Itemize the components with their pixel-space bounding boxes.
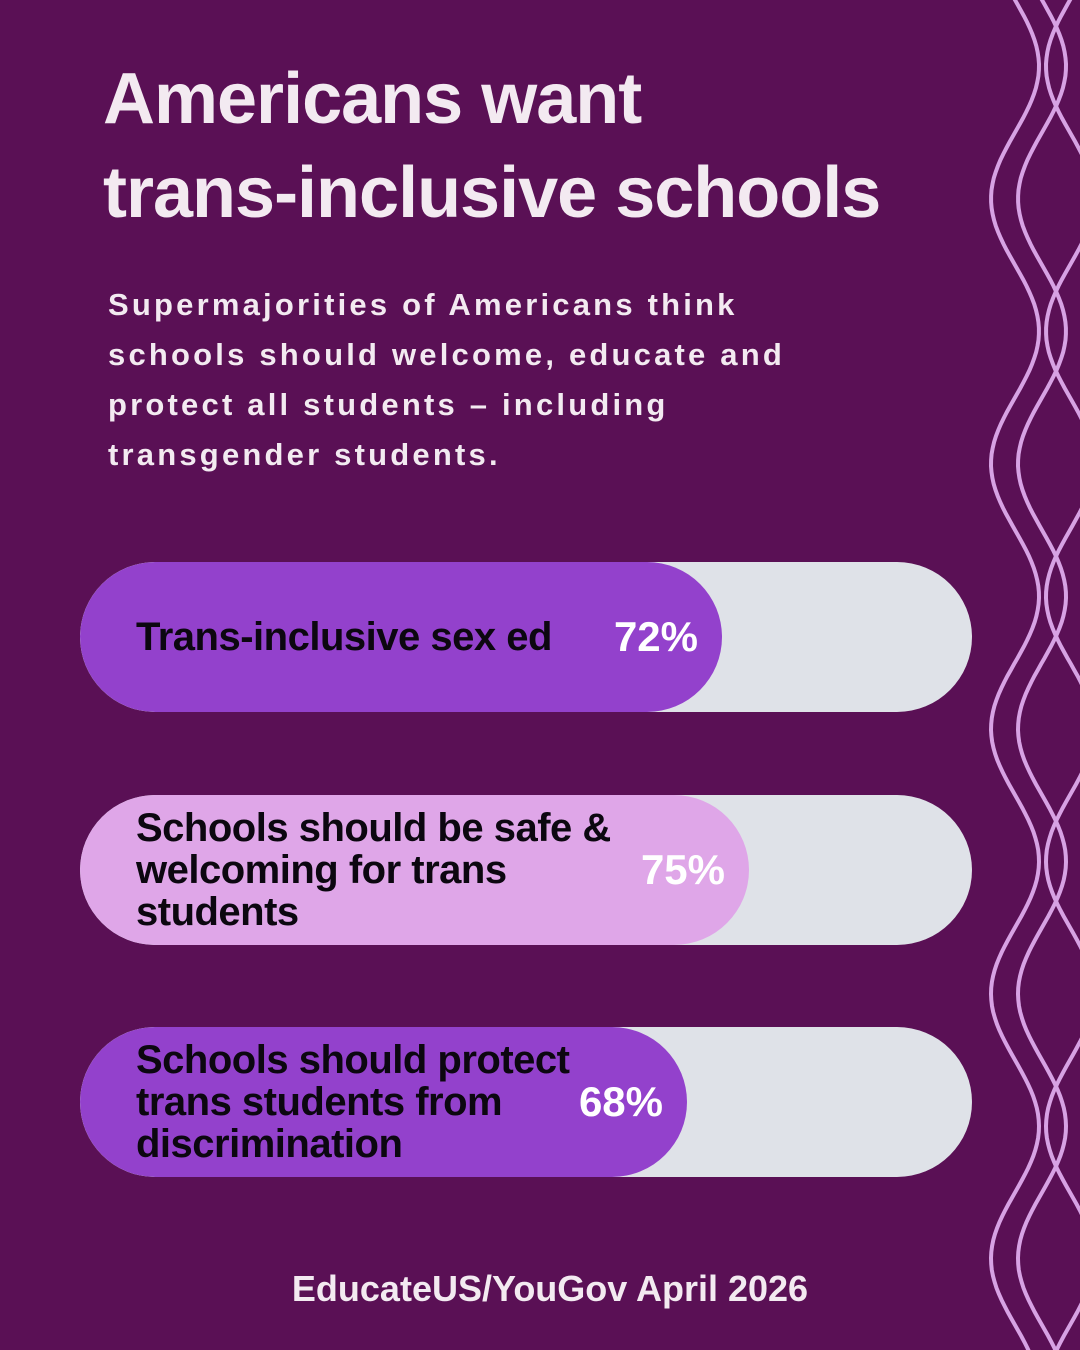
bar-track: Schools should protect trans students fro… (80, 1027, 972, 1177)
page-subtitle: Supermajorities of Americans think schoo… (108, 280, 868, 480)
bar (80, 795, 749, 945)
page-title: Americans want trans-inclusive schools (103, 52, 963, 240)
subtitle-line: Supermajorities of Americans think (108, 287, 738, 322)
category-label-line: Schools should protect (136, 1038, 570, 1082)
category-label: Trans-inclusive sex ed (136, 562, 656, 712)
wave-line (1043, 0, 1080, 1350)
category-label-line: trans students from (136, 1080, 503, 1124)
category-label-line: Trans-inclusive sex ed (136, 615, 552, 659)
subtitle-line: schools should welcome, educate and (108, 337, 786, 372)
bar-track: Trans-inclusive sex ed 72% (80, 562, 972, 712)
value-label: 68% (578, 1078, 663, 1125)
wave-line (1015, 0, 1069, 1350)
bar-track: Schools should be safe & welcoming for tr… (80, 795, 972, 945)
bar (80, 562, 722, 712)
category-label-line: discrimination (136, 1122, 403, 1166)
category-label: Schools should protect trans students fro… (136, 1027, 656, 1177)
category-label-line: students (136, 890, 299, 934)
title-line: trans-inclusive schools (103, 153, 881, 233)
wave-line (988, 0, 1042, 1350)
category-label-line: Schools should be safe & (136, 806, 611, 850)
title-line: Americans want (103, 59, 642, 139)
category-label: Schools should be safe & welcoming for tr… (136, 795, 656, 945)
source-credit: EducateUS/YouGov April 2026 (291, 1268, 809, 1309)
wave-decoration (988, 0, 1080, 1350)
value-label: 75% (640, 846, 725, 893)
bar (80, 1027, 687, 1177)
subtitle-line: transgender students. (108, 437, 501, 472)
value-label: 72% (613, 613, 698, 660)
category-label-line: welcoming for trans (136, 848, 507, 892)
subtitle-line: protect all students – including (108, 387, 669, 422)
